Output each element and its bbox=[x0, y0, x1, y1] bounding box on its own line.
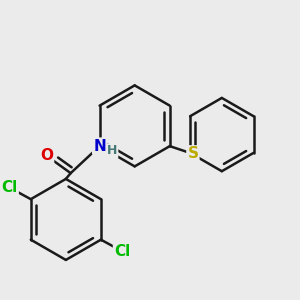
Text: Cl: Cl bbox=[114, 244, 130, 259]
Text: N: N bbox=[93, 139, 106, 154]
Text: S: S bbox=[188, 146, 198, 161]
Text: Cl: Cl bbox=[2, 180, 18, 195]
Text: H: H bbox=[107, 145, 117, 158]
Text: O: O bbox=[40, 148, 53, 163]
